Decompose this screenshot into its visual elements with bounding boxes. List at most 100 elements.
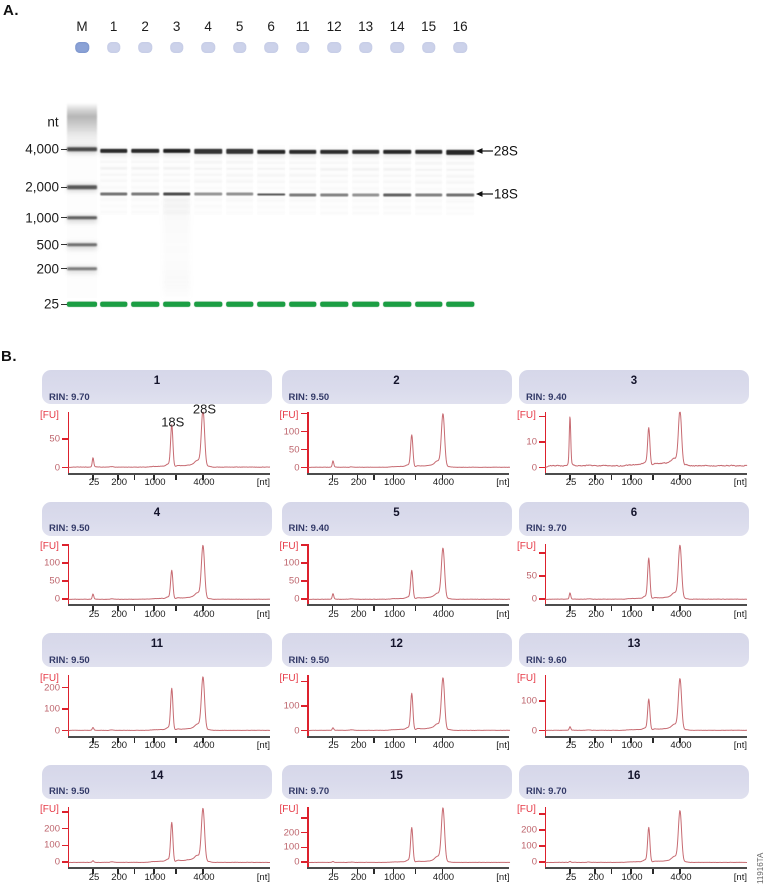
x-axis-tick-label: 200 xyxy=(350,477,367,488)
y-axis-tick-label: 50 xyxy=(288,575,300,587)
electropherogram-header xyxy=(519,633,749,667)
x-axis-tick xyxy=(202,869,204,874)
x-axis-unit-label: [nt] xyxy=(256,608,270,620)
electropherogram-trace xyxy=(545,678,748,731)
x-axis-tick xyxy=(652,737,654,743)
y-axis-line xyxy=(544,543,547,606)
gel-faint-band xyxy=(446,168,474,171)
gel-28s-band-halo xyxy=(288,150,317,158)
gel-ladder-tick xyxy=(60,244,67,246)
y-axis-tick xyxy=(61,543,69,546)
x-axis-tick xyxy=(630,474,632,480)
y-axis-tick-label: 50 xyxy=(49,575,60,587)
y-axis-tick xyxy=(301,680,308,683)
gel-28s-band xyxy=(414,150,443,155)
x-axis-tick xyxy=(392,737,395,743)
x-axis-tick xyxy=(414,606,417,611)
x-axis-unit-label: [nt] xyxy=(256,740,270,751)
x-axis-line xyxy=(544,604,747,606)
gel-lane-label: 12 xyxy=(326,19,342,34)
x-axis-unit-label: [nt] xyxy=(733,608,747,620)
y-axis-tick xyxy=(61,562,69,564)
electropherogram-header xyxy=(42,501,272,536)
x-axis-tick xyxy=(331,474,334,480)
gel-18s-band xyxy=(383,193,411,197)
rin-value-label: RIN: 9.60 xyxy=(526,654,567,666)
x-axis-tick xyxy=(392,474,395,480)
x-axis-tick xyxy=(630,869,632,874)
x-axis-tick xyxy=(175,474,177,480)
x-axis-tick-label: 4000 xyxy=(432,608,455,620)
electropherogram-header xyxy=(519,764,749,799)
y-axis-tick xyxy=(301,412,308,415)
x-axis-tick xyxy=(414,737,417,743)
gel-lane-label: 4 xyxy=(204,19,212,34)
gel-ladder-band-halo xyxy=(67,184,97,193)
gel-lower-marker-band xyxy=(351,301,380,307)
gel-ladder-band-halo xyxy=(67,265,97,274)
x-axis-unit-label: [nt] xyxy=(733,871,747,883)
electropherogram-trace xyxy=(68,544,271,600)
gel-28s-band xyxy=(320,149,348,154)
x-axis-tick-label: 1000 xyxy=(621,871,643,883)
gel-28s-band-halo xyxy=(446,150,474,158)
gel-28s-band-halo xyxy=(225,149,254,157)
y-axis-tick xyxy=(301,729,308,732)
gel-sample-well xyxy=(453,41,467,53)
gel-18s-band xyxy=(194,192,222,196)
x-axis-unit-label: [nt] xyxy=(733,740,747,751)
electropherogram-header xyxy=(281,764,512,799)
electropherogram-panel: 2 RIN: 9.50 [FU] 0 50 100 25 200 1000 4000 [nt] xyxy=(279,370,512,492)
y-axis-tick xyxy=(538,813,546,815)
gel-sample-well xyxy=(295,41,310,53)
y-axis-unit-label: [FU] xyxy=(40,409,59,421)
y-axis-tick-label: 200 xyxy=(44,823,60,835)
y-axis-tick-label: 0 xyxy=(531,725,537,736)
gel-faint-band xyxy=(99,173,128,176)
sample-number-label: 14 xyxy=(150,769,164,782)
x-axis-tick xyxy=(610,869,613,874)
electropherogram-trace xyxy=(307,547,510,600)
gel-sample-well xyxy=(169,41,184,53)
gel-18s-band xyxy=(414,193,443,197)
y-axis-tick xyxy=(61,708,69,710)
gel-lower-marker-band xyxy=(288,301,317,307)
x-axis-tick xyxy=(652,869,654,874)
gel-ladder-band-halo xyxy=(67,146,97,155)
electropherogram-grid: 1 RIN: 9.70 [FU] 0 50 25 200 1000 4000 [nt] 18S 28S… xyxy=(0,340,772,890)
x-axis-tick-label: 4000 xyxy=(432,871,455,883)
x-axis-tick-label: 25 xyxy=(328,477,339,488)
gel-faint-band xyxy=(257,174,285,177)
x-axis-unit-label: [nt] xyxy=(496,740,510,751)
x-axis-tick xyxy=(356,606,359,611)
x-axis-tick-label: 200 xyxy=(350,740,367,751)
x-axis-tick xyxy=(92,606,94,611)
y-axis-tick xyxy=(301,705,308,707)
x-axis-tick xyxy=(356,474,359,480)
y-axis-line xyxy=(544,412,547,475)
x-axis-tick xyxy=(569,869,571,874)
gel-lane-label: 2 xyxy=(141,19,149,34)
gel-image-panel: M 1 2 3 4 5 6 11 12 13 14 15 16 4,000 2,000 1,000 500 200… xyxy=(0,0,772,340)
sample-number-label: 16 xyxy=(627,769,641,782)
gel-faint-band xyxy=(414,174,443,178)
gel-faint-band xyxy=(131,173,159,176)
y-axis-tick-label: 0 xyxy=(294,462,300,473)
x-axis-unit-label: [nt] xyxy=(256,871,270,883)
x-axis-tick xyxy=(117,869,119,874)
x-axis-tick xyxy=(679,869,681,874)
x-axis-tick-label: 1000 xyxy=(621,608,643,620)
x-axis-tick xyxy=(679,606,681,611)
x-axis-tick xyxy=(117,474,119,480)
y-axis-tick xyxy=(301,846,308,849)
x-axis-tick-label: 1000 xyxy=(383,477,406,488)
left-arrow-icon xyxy=(476,190,494,197)
gel-18s-band xyxy=(99,192,128,196)
y-axis-unit-label: [FU] xyxy=(279,409,299,421)
figure-id: 11916TA xyxy=(756,852,765,884)
y-axis-tick-label: 100 xyxy=(283,700,300,712)
gel-28s-band-halo xyxy=(257,150,285,158)
x-axis-tick xyxy=(414,869,417,874)
gel-28s-band xyxy=(162,149,191,154)
electropherogram-panel: 11 RIN: 9.50 [FU] 0 100 200 25 200 1000 4000 [nt] xyxy=(40,633,272,755)
